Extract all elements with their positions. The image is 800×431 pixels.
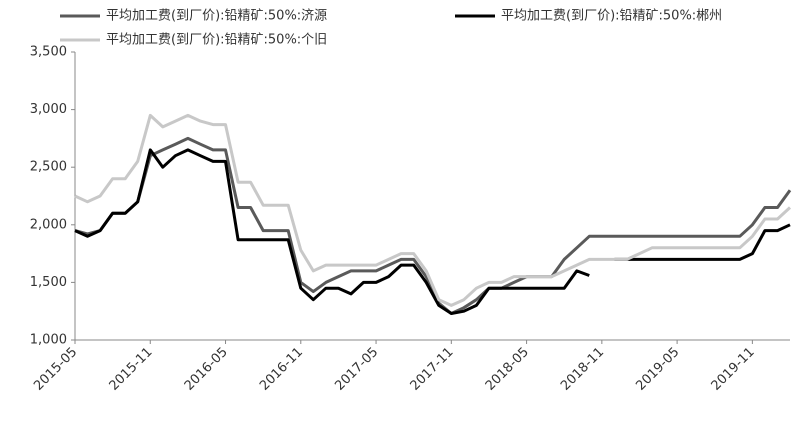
x-tick-label: 2018-05 xyxy=(483,345,532,394)
x-tick-label: 2018-11 xyxy=(558,345,607,394)
x-tick-label: 2016-11 xyxy=(257,345,306,394)
legend-label: 平均加工费(到厂价):铅精矿:50%:济源 xyxy=(106,9,327,24)
x-tick-label: 2017-11 xyxy=(408,345,457,394)
series-line xyxy=(74,136,792,315)
x-tick-label: 2015-05 xyxy=(31,345,80,394)
series-line xyxy=(74,148,791,315)
y-tick-label: 3,500 xyxy=(30,45,67,60)
x-tick-label: 2015-11 xyxy=(107,345,156,394)
series-line xyxy=(74,113,792,307)
y-tick-label: 2,000 xyxy=(30,217,67,232)
y-tick-label: 1,000 xyxy=(30,333,67,348)
legend-label: 平均加工费(到厂价):铅精矿:50%:郴州 xyxy=(501,9,722,24)
x-tick-label: 2017-05 xyxy=(332,345,381,394)
x-tick-label: 2019-05 xyxy=(633,345,682,394)
y-tick-label: 3,000 xyxy=(30,102,67,117)
x-tick-label: 2019-11 xyxy=(709,345,758,394)
x-tick-label: 2016-05 xyxy=(182,345,231,394)
y-tick-label: 2,500 xyxy=(30,160,67,175)
y-tick-label: 1,500 xyxy=(30,275,67,290)
legend-label: 平均加工费(到厂价):铅精矿:50%:个旧 xyxy=(106,33,327,48)
